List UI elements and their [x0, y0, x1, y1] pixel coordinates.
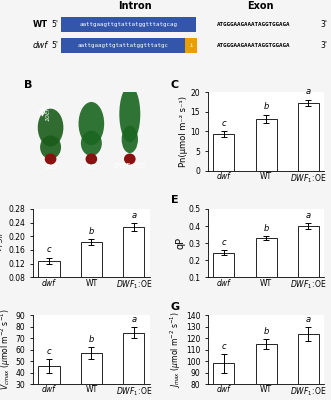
- Ellipse shape: [40, 136, 61, 159]
- Text: $DWF_1$ OE: $DWF_1$ OE: [113, 162, 146, 172]
- Text: Intron: Intron: [118, 1, 152, 11]
- FancyBboxPatch shape: [185, 38, 197, 53]
- Text: a: a: [306, 88, 311, 96]
- Text: b: b: [263, 327, 269, 336]
- Text: E: E: [170, 196, 178, 206]
- Text: i: i: [189, 43, 193, 48]
- Bar: [123, 333, 144, 400]
- Y-axis label: Pn(μmol m⁻² s⁻¹): Pn(μmol m⁻² s⁻¹): [179, 96, 188, 167]
- Text: B: B: [24, 80, 32, 90]
- Text: G: G: [170, 302, 180, 312]
- Text: Exon: Exon: [247, 1, 273, 11]
- Text: dwf: dwf: [33, 41, 48, 50]
- Text: ATGGGAAGAAATAGGTGGAGA: ATGGGAAGAAATAGGTGGAGA: [216, 43, 290, 48]
- Ellipse shape: [81, 131, 102, 156]
- Text: WT: WT: [33, 20, 48, 29]
- Ellipse shape: [78, 102, 104, 145]
- Ellipse shape: [85, 154, 97, 164]
- FancyBboxPatch shape: [61, 17, 196, 32]
- Y-axis label: $\Phi_{PSII}$: $\Phi_{PSII}$: [0, 232, 6, 254]
- Text: c: c: [221, 342, 226, 351]
- Text: c: c: [221, 238, 226, 247]
- Text: a: a: [131, 210, 136, 220]
- Text: ATGGGAAGAAATAGGTGGAGA: ATGGGAAGAAATAGGTGGAGA: [216, 22, 290, 27]
- Text: 10cm: 10cm: [46, 103, 51, 120]
- Bar: [213, 134, 234, 171]
- Bar: [298, 334, 319, 400]
- Text: aattgaagttgtattatggtttatgcag: aattgaagttgtattatggtttatgcag: [80, 22, 178, 27]
- Bar: [256, 344, 277, 400]
- Bar: [298, 226, 319, 294]
- Bar: [81, 353, 102, 400]
- Bar: [213, 252, 234, 294]
- Text: c: c: [47, 246, 51, 254]
- Text: a: a: [306, 315, 311, 324]
- Text: C: C: [170, 80, 179, 90]
- Ellipse shape: [122, 126, 138, 153]
- Bar: [256, 119, 277, 171]
- Bar: [256, 238, 277, 294]
- Bar: [123, 227, 144, 305]
- Text: 5': 5': [51, 20, 58, 29]
- Text: aattgaagttgtattatggtttatgc: aattgaagttgtattatggtttatgc: [77, 43, 168, 48]
- Text: a: a: [131, 315, 136, 324]
- Text: c: c: [221, 119, 226, 128]
- Ellipse shape: [124, 154, 136, 164]
- Bar: [213, 364, 234, 400]
- Text: 3': 3': [320, 20, 327, 29]
- Bar: [298, 103, 319, 171]
- Bar: [38, 261, 60, 305]
- Text: b: b: [263, 224, 269, 233]
- Text: b: b: [89, 335, 94, 344]
- Text: a: a: [306, 211, 311, 220]
- Ellipse shape: [119, 86, 140, 142]
- Ellipse shape: [45, 154, 56, 164]
- FancyBboxPatch shape: [61, 38, 185, 53]
- Text: 5': 5': [51, 41, 58, 50]
- Y-axis label: qP: qP: [175, 237, 185, 249]
- Text: b: b: [89, 227, 94, 236]
- Text: WT: WT: [86, 164, 97, 170]
- Y-axis label: $J_{max}$ ($\mu$mol m$^{-2}$ s$^{-1}$): $J_{max}$ ($\mu$mol m$^{-2}$ s$^{-1}$): [168, 311, 183, 388]
- Text: c: c: [47, 347, 51, 356]
- Text: 3': 3': [320, 41, 327, 50]
- Bar: [81, 242, 102, 305]
- Ellipse shape: [38, 109, 64, 146]
- Y-axis label: $V_{cmax}$ ($\mu$mol m$^{-2}$ s$^{-1}$): $V_{cmax}$ ($\mu$mol m$^{-2}$ s$^{-1}$): [0, 309, 13, 390]
- Text: b: b: [263, 102, 269, 111]
- Text: dwf: dwf: [44, 164, 57, 170]
- Bar: [38, 366, 60, 400]
